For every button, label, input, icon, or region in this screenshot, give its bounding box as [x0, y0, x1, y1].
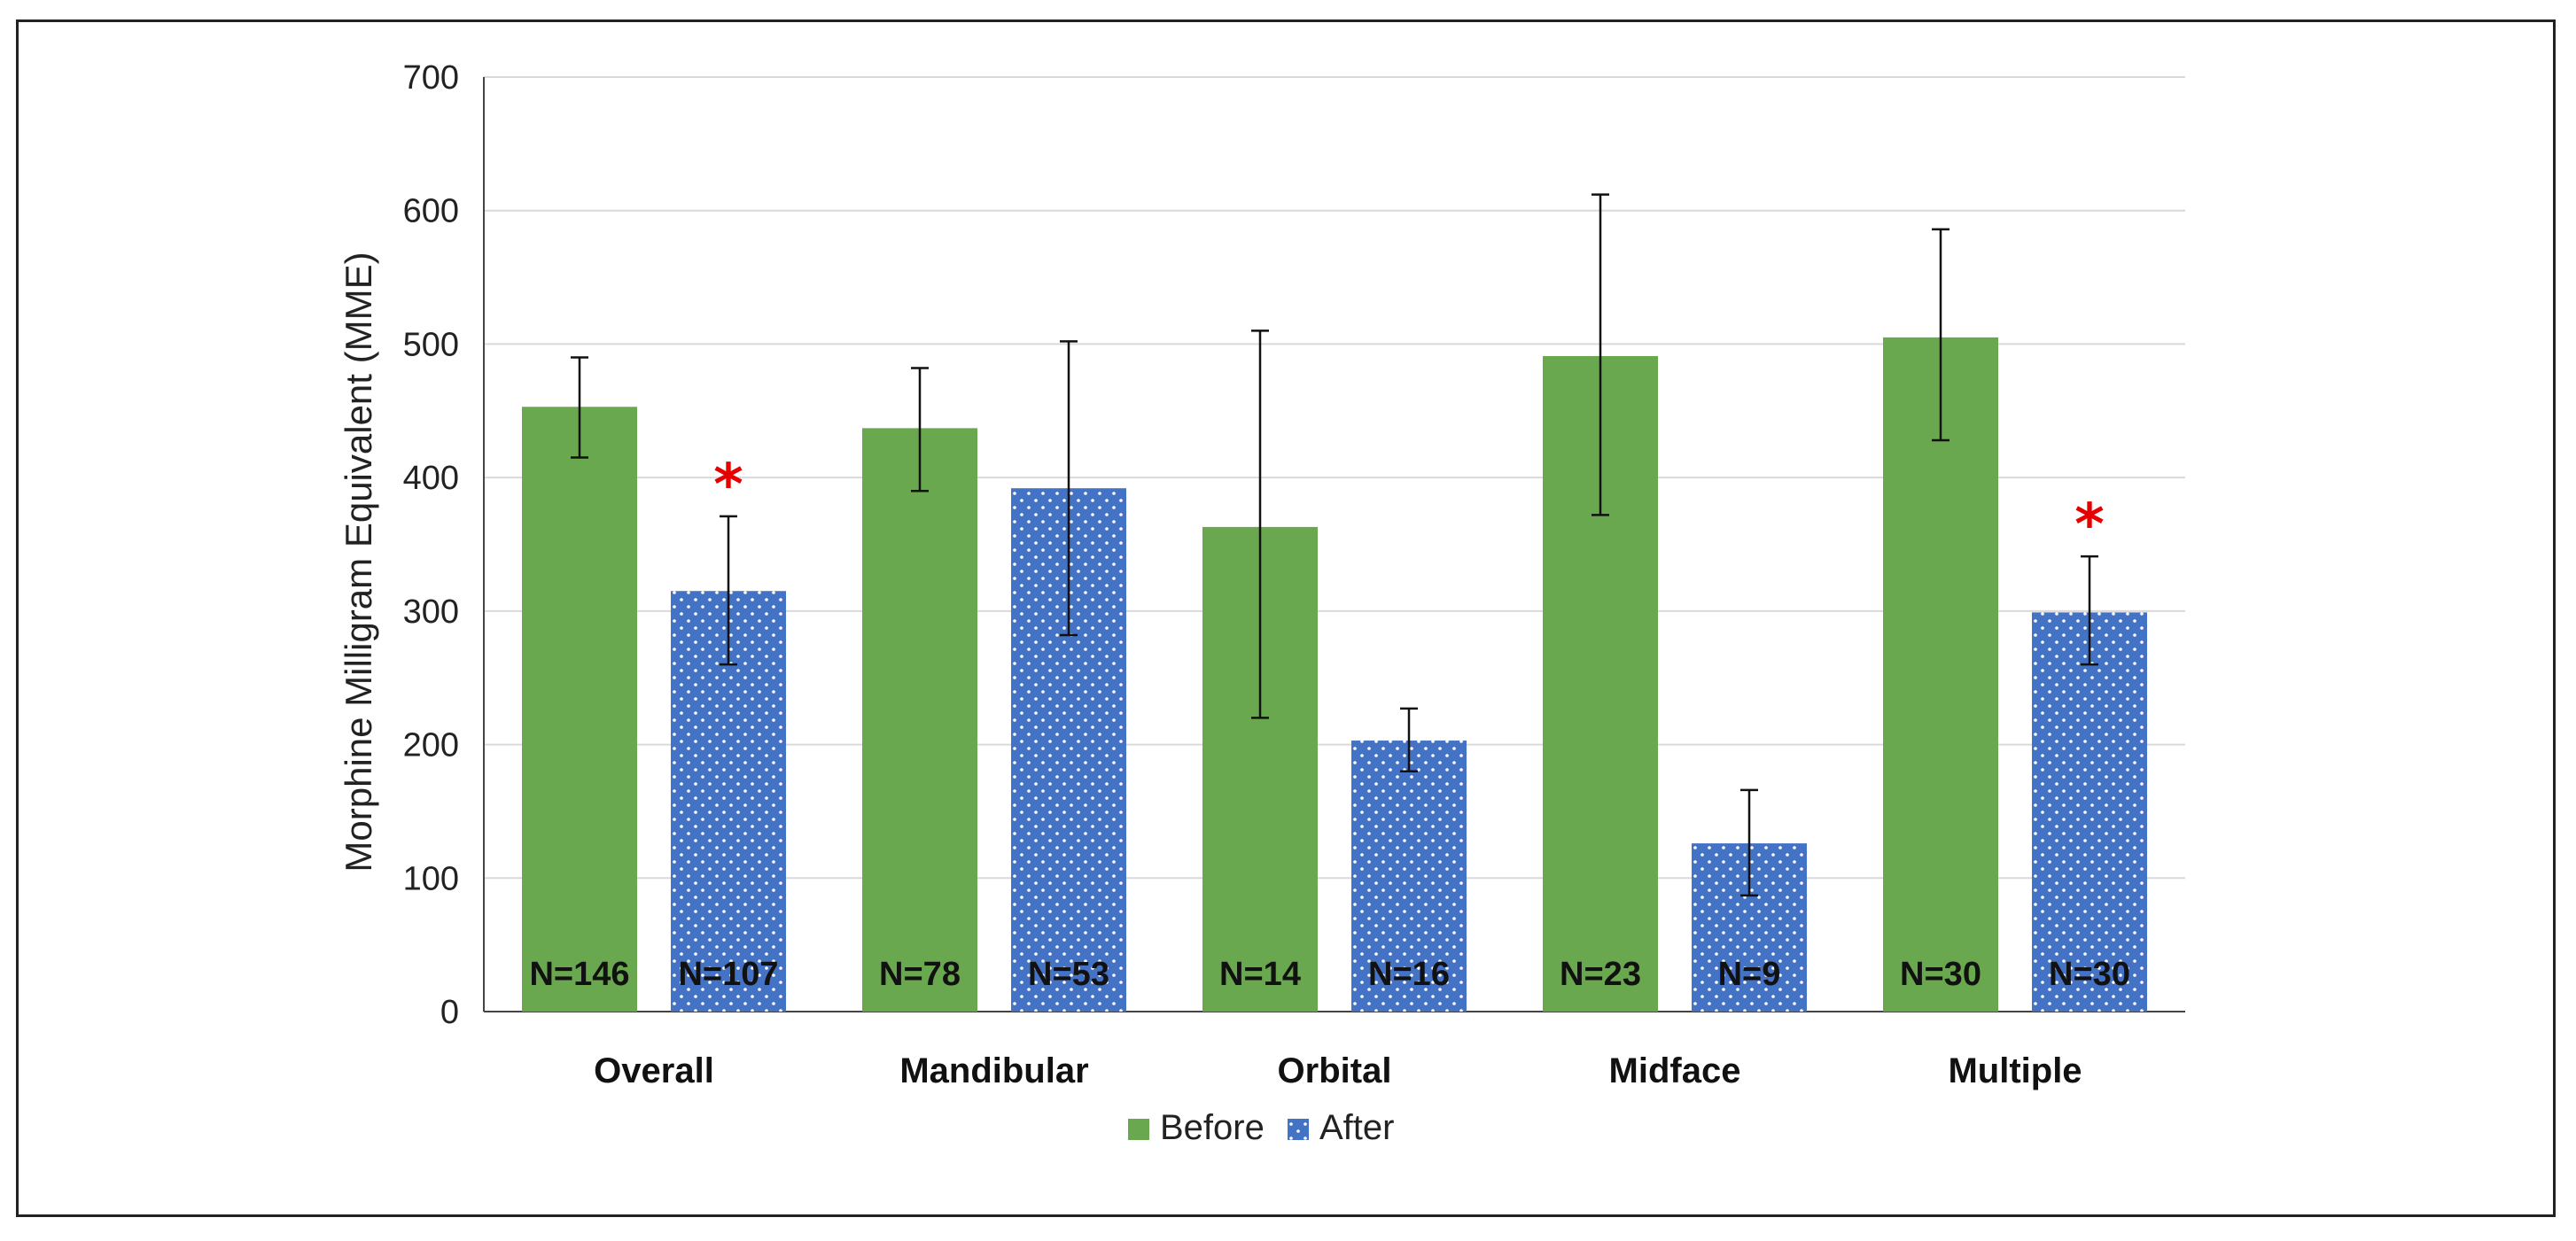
- category-label-multiple: Multiple: [1948, 1051, 2082, 1090]
- n-label-before-mandibular: N=78: [879, 956, 961, 993]
- bar-before-multiple: [1883, 337, 1998, 1012]
- y-tick-label-100: 100: [403, 860, 459, 897]
- y-tick-label-500: 500: [403, 326, 459, 363]
- category-label-mandibular: Mandibular: [899, 1051, 1088, 1090]
- n-label-after-multiple: N=30: [2049, 956, 2130, 993]
- bar-chart: 0 100 200 300 400 500 600 700 N=146 N=107 * Overall…: [338, 59, 2185, 1147]
- n-label-after-orbital: N=16: [1368, 956, 1450, 993]
- legend-swatch-before: [1128, 1119, 1149, 1140]
- y-axis-title: Morphine Milligram Equivalent (MME): [338, 252, 379, 872]
- category-label-orbital: Orbital: [1278, 1051, 1392, 1090]
- legend-label-before: Before: [1160, 1108, 1265, 1147]
- chart-frame: 0 100 200 300 400 500 600 700 N=146 N=107 * Overall…: [16, 19, 2556, 1217]
- n-label-before-orbital: N=14: [1219, 956, 1301, 993]
- y-tick-label-200: 200: [403, 727, 459, 764]
- legend-label-after: After: [1319, 1108, 1394, 1147]
- labels: 0 100 200 300 400 500 600 700 N=146 N=107 * Overall…: [403, 59, 2130, 1090]
- y-tick-label-600: 600: [403, 193, 459, 230]
- n-label-after-mandibular: N=53: [1028, 956, 1109, 993]
- significance-star-after-overall: *: [713, 453, 743, 518]
- n-label-after-overall: N=107: [678, 956, 778, 993]
- y-tick-label-700: 700: [403, 59, 459, 97]
- category-label-midface: Midface: [1609, 1051, 1741, 1090]
- legend-swatch-after: [1288, 1119, 1309, 1140]
- category-label-overall: Overall: [594, 1051, 714, 1090]
- bar-before-overall: [522, 407, 637, 1012]
- bars: [522, 337, 2147, 1012]
- significance-star-after-multiple: *: [2074, 493, 2104, 558]
- legend: Before After: [1128, 1108, 1394, 1147]
- y-tick-label-400: 400: [403, 460, 459, 497]
- bar-after-multiple: [2032, 612, 2147, 1012]
- n-label-after-midface: N=9: [1718, 956, 1781, 993]
- y-tick-label-0: 0: [440, 994, 459, 1031]
- n-label-before-multiple: N=30: [1900, 956, 1981, 993]
- n-label-before-midface: N=23: [1560, 956, 1641, 993]
- error-bars: [571, 193, 2098, 897]
- y-tick-label-300: 300: [403, 593, 459, 631]
- bar-before-mandibular: [862, 428, 977, 1012]
- n-label-before-overall: N=146: [529, 956, 629, 993]
- bar-after-orbital: [1351, 741, 1467, 1012]
